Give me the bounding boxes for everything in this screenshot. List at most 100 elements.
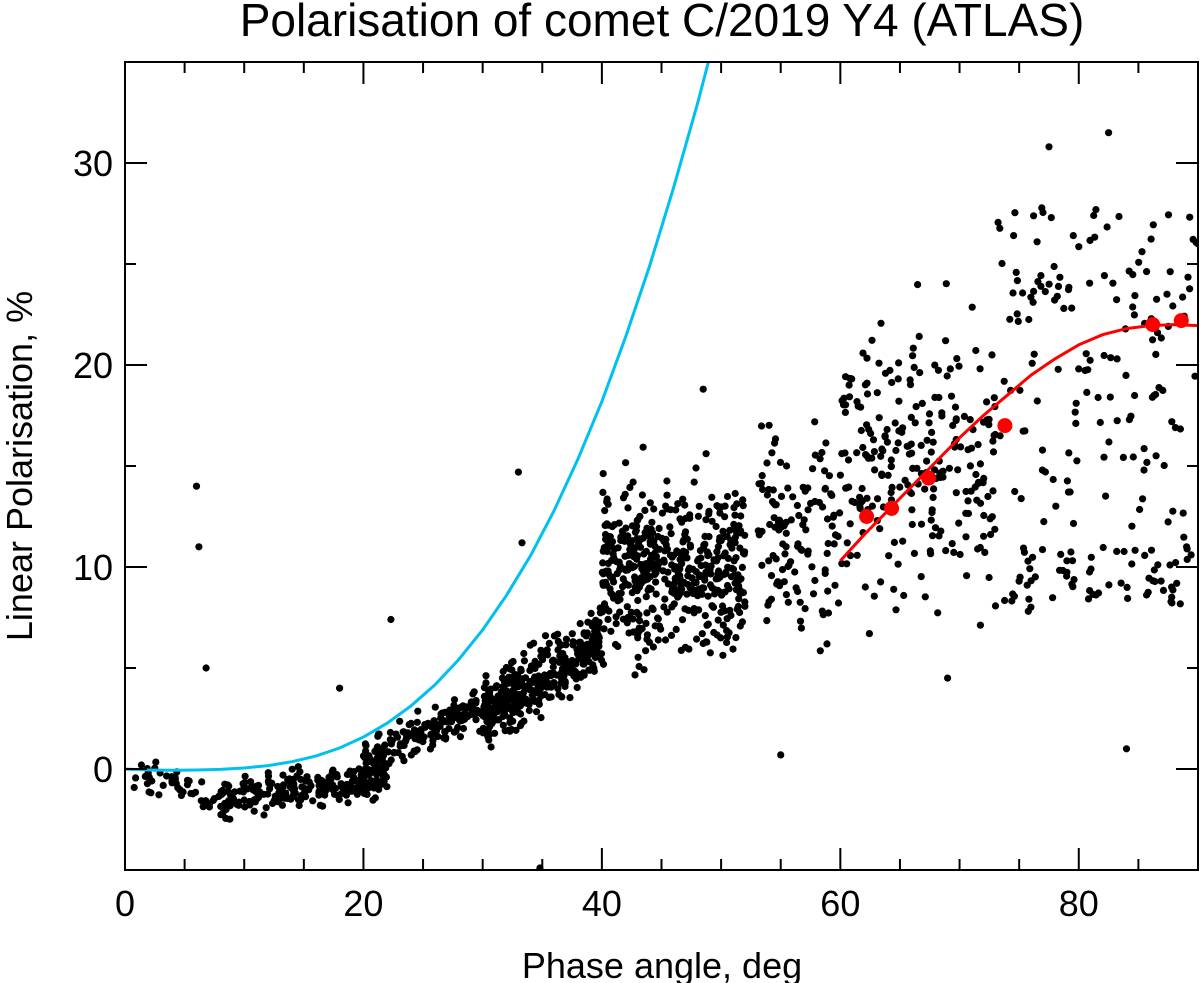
red-fit-line xyxy=(839,323,1198,562)
data-point xyxy=(1191,372,1198,380)
data-point xyxy=(543,646,551,654)
data-point xyxy=(859,443,867,452)
data-point xyxy=(764,601,772,609)
data-point xyxy=(1164,211,1173,219)
data-point xyxy=(892,446,900,455)
data-point xyxy=(737,512,745,520)
data-point xyxy=(818,448,826,457)
data-point xyxy=(985,415,993,423)
data-point xyxy=(990,394,998,402)
data-point xyxy=(1049,594,1057,602)
data-point xyxy=(857,403,865,411)
data-point xyxy=(431,703,439,711)
data-point xyxy=(864,454,873,462)
data-point xyxy=(210,795,218,803)
data-point xyxy=(335,795,343,804)
data-point xyxy=(1135,258,1143,266)
data-point xyxy=(702,561,710,569)
data-point xyxy=(642,547,650,556)
data-point xyxy=(494,692,502,700)
data-point xyxy=(960,412,969,420)
data-point xyxy=(428,723,436,731)
data-point xyxy=(516,722,525,730)
data-point xyxy=(601,521,609,530)
data-point xyxy=(824,587,832,595)
data-point xyxy=(891,419,899,427)
data-point xyxy=(1124,594,1132,603)
data-point xyxy=(342,791,350,799)
data-point xyxy=(1030,350,1038,358)
data-point xyxy=(1012,268,1020,276)
data-point xyxy=(1169,302,1177,310)
data-point xyxy=(535,688,544,696)
data-point xyxy=(948,540,956,548)
data-point xyxy=(1010,232,1018,240)
data-point xyxy=(705,510,713,518)
data-point xyxy=(484,733,492,741)
data-point xyxy=(417,728,425,736)
data-point xyxy=(782,518,790,526)
data-point xyxy=(638,625,646,633)
data-point xyxy=(430,717,438,725)
data-point xyxy=(729,565,738,573)
data-point xyxy=(739,549,748,557)
data-point xyxy=(1068,557,1077,565)
data-point xyxy=(730,504,738,512)
data-point xyxy=(547,693,555,701)
data-point xyxy=(909,464,917,472)
data-point xyxy=(595,618,603,626)
data-point xyxy=(1054,282,1063,290)
data-point xyxy=(545,639,553,648)
data-point xyxy=(479,707,487,715)
data-point xyxy=(923,436,931,444)
data-point xyxy=(1113,547,1121,556)
data-point xyxy=(763,459,771,467)
data-point xyxy=(702,450,710,458)
data-point xyxy=(1105,438,1113,446)
data-point xyxy=(869,436,878,444)
data-point xyxy=(1168,583,1176,591)
data-point xyxy=(626,540,635,548)
data-point xyxy=(928,428,936,436)
data-point xyxy=(1000,377,1008,385)
data-point xyxy=(537,652,545,660)
data-point xyxy=(390,748,398,757)
data-point xyxy=(796,617,805,625)
data-point xyxy=(501,727,509,735)
data-point-outlier xyxy=(777,751,785,759)
data-point xyxy=(603,581,611,589)
data-point xyxy=(888,483,896,491)
data-point xyxy=(681,643,690,651)
data-point xyxy=(159,781,167,790)
data-point xyxy=(429,741,437,749)
data-point xyxy=(980,532,988,540)
data-point xyxy=(1184,273,1192,281)
data-point xyxy=(285,778,293,786)
data-point xyxy=(875,414,883,422)
data-point xyxy=(734,602,742,611)
data-point xyxy=(981,548,989,557)
data-point xyxy=(655,524,663,533)
data-point xyxy=(1147,235,1155,243)
data-point xyxy=(387,756,395,764)
data-point xyxy=(823,549,831,558)
data-point xyxy=(957,443,965,451)
data-point xyxy=(611,640,620,649)
data-point xyxy=(908,520,916,529)
data-point xyxy=(708,584,716,592)
data-point xyxy=(366,781,374,789)
data-point xyxy=(535,700,543,708)
data-point xyxy=(700,541,708,549)
data-point xyxy=(1009,289,1017,297)
data-point xyxy=(487,743,495,751)
data-point xyxy=(765,421,773,429)
data-point xyxy=(865,630,874,638)
data-point xyxy=(739,502,747,510)
data-point xyxy=(609,550,617,558)
data-point xyxy=(1069,232,1077,240)
data-point xyxy=(768,498,777,506)
data-point xyxy=(755,480,763,488)
data-point xyxy=(821,467,829,475)
averaged-point xyxy=(884,500,900,516)
x-tick-label: 80 xyxy=(1059,883,1099,924)
